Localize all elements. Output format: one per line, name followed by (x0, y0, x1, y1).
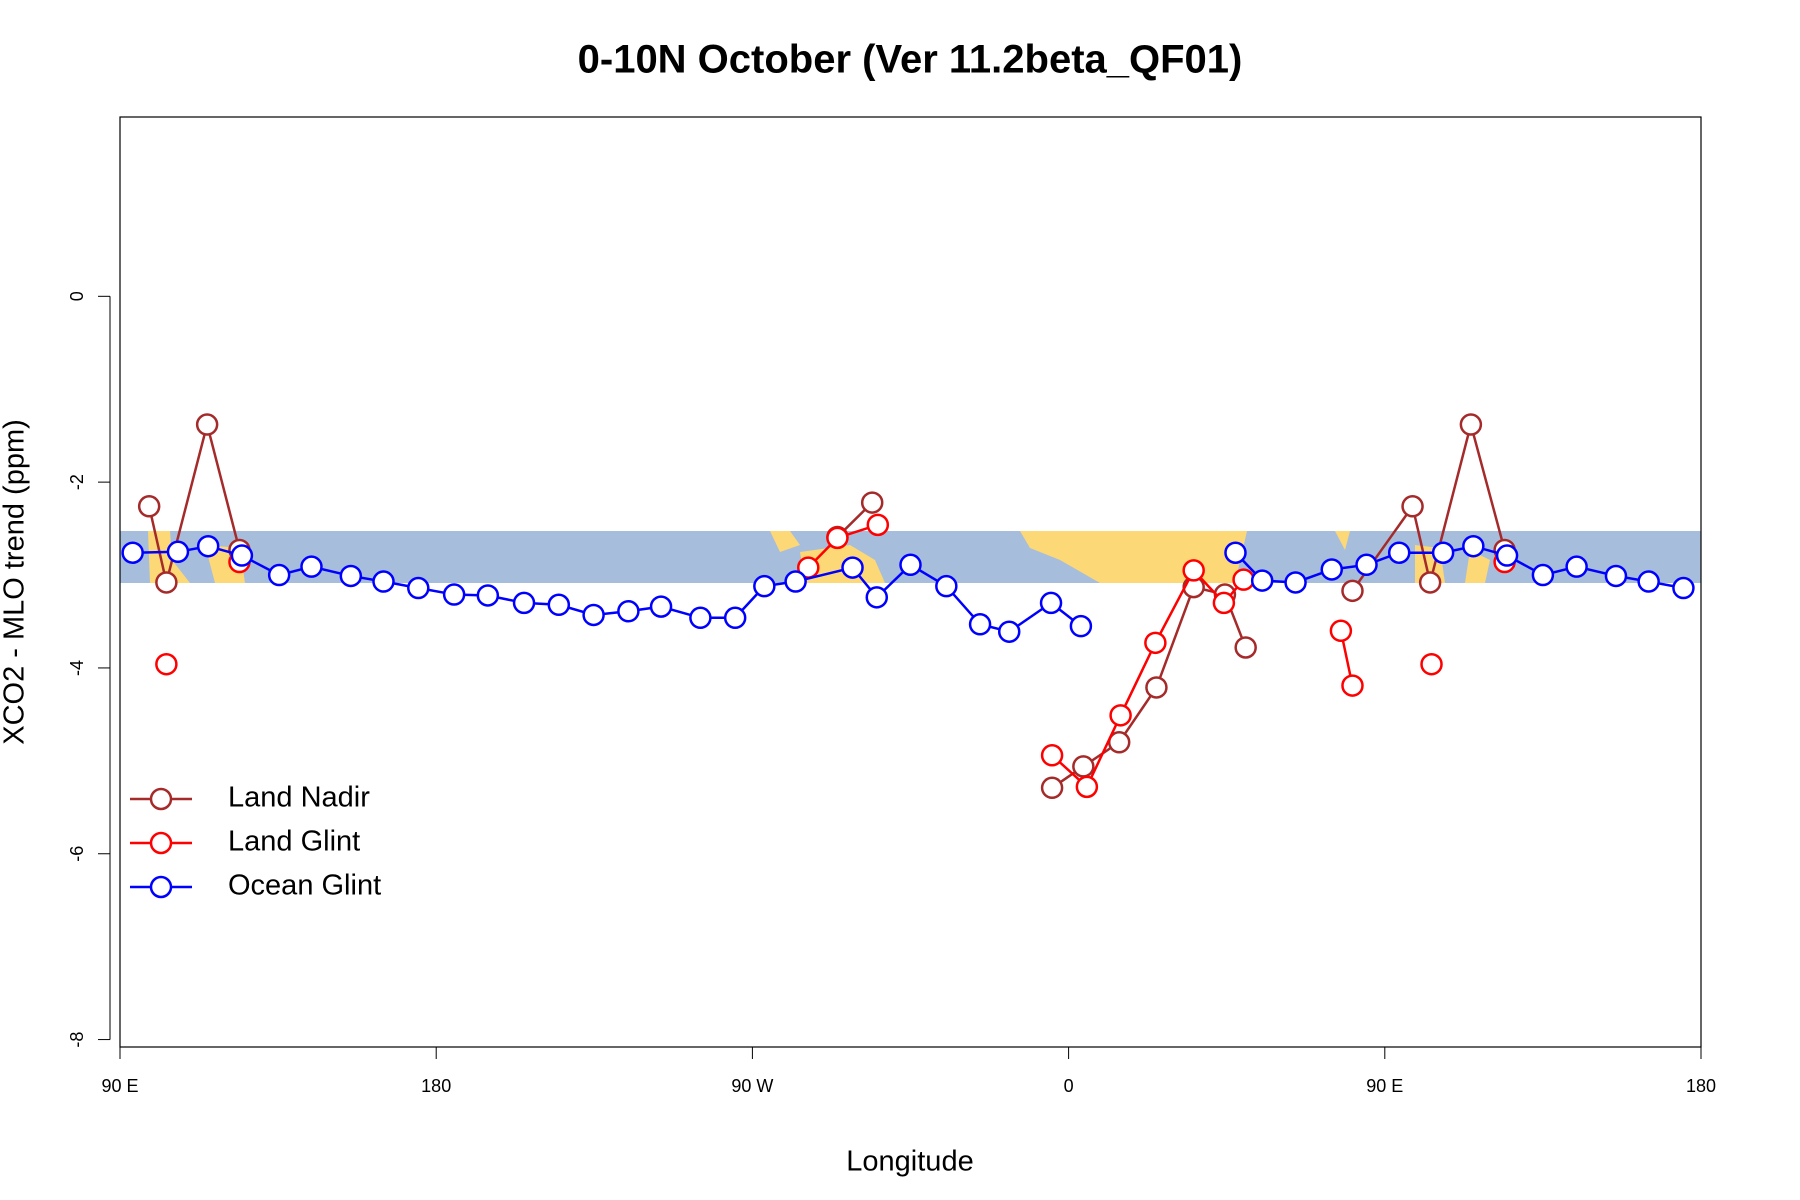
point (617, 600, 640, 623)
point (512, 591, 536, 615)
point (935, 574, 958, 598)
point (1637, 570, 1660, 593)
point (1431, 541, 1455, 564)
x-axis-label: Longitude (846, 1146, 973, 1178)
point (723, 606, 747, 630)
legend: Land Nadir Land Glint Ocean Glint (130, 782, 381, 902)
point (860, 491, 884, 514)
point (866, 513, 890, 537)
point (1459, 413, 1483, 436)
point (1144, 631, 1167, 655)
point (689, 606, 712, 630)
point (407, 576, 430, 600)
point (1075, 775, 1099, 799)
point (196, 534, 220, 558)
point (300, 555, 323, 578)
point (372, 570, 395, 593)
x-tick-label: 0 (1064, 1076, 1074, 1096)
land-patch (148, 531, 245, 583)
series-line (147, 419, 1506, 789)
point (121, 541, 144, 564)
legend-label: Ocean Glint (228, 870, 381, 902)
point (195, 413, 219, 436)
point (339, 564, 363, 588)
point (753, 574, 776, 598)
point (1420, 652, 1443, 676)
point (1401, 495, 1424, 518)
land-patch (1335, 531, 1490, 583)
point (899, 553, 922, 577)
y-tick-label: -4 (67, 660, 87, 676)
legend-label: Land Nadir (228, 782, 370, 814)
point (1341, 674, 1364, 697)
point (1250, 569, 1274, 592)
point (1107, 731, 1131, 754)
point (1069, 614, 1093, 638)
point (137, 495, 161, 518)
plot-frame (119, 116, 1702, 1048)
point (1355, 553, 1378, 577)
point (166, 540, 190, 564)
point (649, 595, 673, 618)
x-tick-label: 90 W (731, 1076, 773, 1096)
point (230, 544, 254, 567)
point (1320, 558, 1343, 581)
legend-marker (149, 831, 173, 855)
point (547, 593, 571, 617)
x-tick-label: 180 (1686, 1076, 1716, 1096)
point (155, 571, 178, 594)
point (155, 652, 178, 676)
point (841, 556, 864, 579)
point (442, 583, 466, 606)
point (1040, 776, 1064, 800)
point (1224, 541, 1247, 564)
point (1329, 619, 1353, 643)
point (968, 613, 992, 636)
point (1145, 676, 1168, 699)
point (1039, 591, 1063, 615)
point (1418, 571, 1442, 594)
point (1495, 544, 1519, 567)
point (476, 584, 500, 607)
point (1341, 579, 1364, 603)
point (1040, 744, 1064, 767)
x-tick-label: 90 E (101, 1076, 138, 1096)
point (826, 526, 849, 550)
x-tick-label: 180 (421, 1076, 451, 1096)
y-tick-label: 0 (67, 291, 87, 301)
point (1182, 559, 1205, 582)
point (1072, 755, 1095, 778)
point (1387, 541, 1411, 564)
y-tick-label: -2 (67, 474, 87, 490)
legend-marker (149, 875, 173, 899)
legend-marker (149, 787, 173, 811)
y-axis-label: XCO2 - MLO trend (ppm) (0, 419, 31, 745)
point (1604, 564, 1628, 588)
x-tick-label: 90 E (1366, 1076, 1403, 1096)
point (865, 586, 889, 609)
y-tick-label: -8 (67, 1032, 87, 1048)
point (1565, 555, 1588, 578)
point (997, 620, 1021, 643)
y-tick-label: -6 (67, 846, 87, 862)
point (784, 570, 807, 593)
point (267, 563, 291, 587)
chart-title: 0-10N October (Ver 11.2beta_QF01) (578, 38, 1243, 82)
point (1234, 636, 1257, 659)
point (1531, 563, 1555, 587)
point (582, 603, 605, 627)
point (1284, 571, 1307, 594)
point (1109, 704, 1132, 727)
legend-label: Land Glint (228, 826, 360, 858)
point (1232, 568, 1255, 591)
point (1672, 576, 1695, 600)
point (1462, 534, 1485, 558)
point (1212, 591, 1236, 615)
